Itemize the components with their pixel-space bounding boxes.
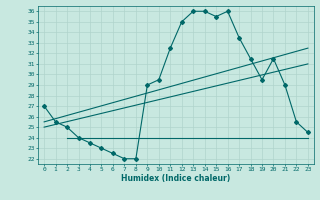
X-axis label: Humidex (Indice chaleur): Humidex (Indice chaleur) (121, 174, 231, 183)
